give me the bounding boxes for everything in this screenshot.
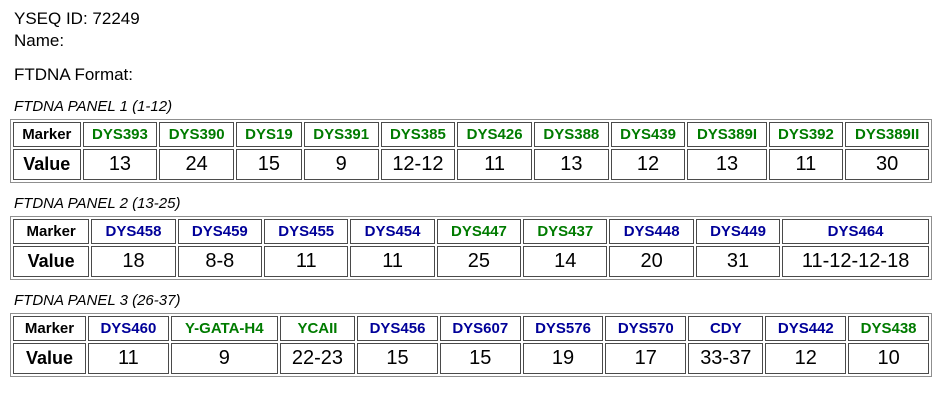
value-cell: 14 [523,246,608,277]
value-cell: 25 [436,246,522,277]
marker-header-cell: DYS607 [439,316,521,341]
value-cell: 24 [159,149,235,180]
value-cell: 15 [236,149,302,180]
ftdna-format-heading: FTDNA Format: [14,65,134,84]
value-row-label: Value [13,246,90,277]
marker-header-cell: DYS385 [380,122,456,147]
value-cell: 11-12-12-18 [782,246,929,277]
marker-header-cell: Y-GATA-H4 [170,316,278,341]
value-row: Value 13 24 15 9 12-12 11 13 12 13 11 30 [13,149,929,180]
panels-container: FTDNA PANEL 1 (1-12) Marker DYS393 DYS390 DY… [10,98,932,377]
marker-header-cell: DYS393 [82,122,158,147]
value-cell: 18 [91,246,176,277]
marker-header-cell: DYS442 [765,316,847,341]
marker-table: Marker DYS458 DYS459 DYS455 DYS454 DYS447 DYS4… [10,216,932,280]
value-cell: 11 [88,343,169,374]
ftdna-panel: FTDNA PANEL 1 (1-12) Marker DYS393 DYS390 DY… [10,98,932,183]
marker-row-label: Marker [13,122,81,147]
marker-row: Marker DYS393 DYS390 DYS19 DYS391 DYS385 DYS42… [13,122,929,147]
value-cell: 20 [609,246,694,277]
marker-header-cell: DYS449 [695,219,781,244]
name-line: Name: [14,31,65,50]
value-cell: 11 [457,149,532,180]
ftdna-panel: FTDNA PANEL 2 (13-25) Marker DYS458 DYS459 D… [10,195,932,280]
value-cell: 22-23 [279,343,356,374]
marker-row: Marker DYS460 Y-GATA-H4 YCAII DYS456 DYS607 DY… [13,316,929,341]
marker-header-cell: DYS464 [782,219,929,244]
value-cell: 10 [848,343,929,374]
yseq-id-line: YSEQ ID: 72249 [14,9,140,28]
panel-title: FTDNA PANEL 2 (13-25) [14,195,181,212]
marker-table: Marker DYS460 Y-GATA-H4 YCAII DYS456 DYS607 DY… [10,313,932,377]
marker-header-cell: DYS447 [436,219,522,244]
marker-header-cell: DYS391 [303,122,379,147]
value-cell: 9 [303,149,379,180]
marker-header-cell: DYS458 [91,219,176,244]
marker-header-cell: DYS456 [357,316,438,341]
value-cell: 9 [170,343,278,374]
value-row-label: Value [13,343,87,374]
marker-header-cell: DYS438 [848,316,929,341]
yseq-result-page: YSEQ ID: 72249 Name: FTDNA Format: FTDNA… [10,8,932,377]
marker-header-cell: DYS389I [687,122,767,147]
marker-header-cell: DYS459 [177,219,263,244]
value-cell: 11 [768,149,844,180]
marker-header-cell: DYS388 [533,122,609,147]
value-cell: 31 [695,246,781,277]
marker-header-cell: DYS576 [522,316,604,341]
value-cell: 15 [439,343,521,374]
value-cell: 17 [605,343,687,374]
id-block: YSEQ ID: 72249 Name: [14,8,932,52]
marker-header-cell: DYS460 [88,316,169,341]
value-cell: 15 [357,343,438,374]
marker-header-cell: DYS19 [236,122,302,147]
marker-header-cell: DYS454 [350,219,435,244]
marker-row: Marker DYS458 DYS459 DYS455 DYS454 DYS447 DYS4… [13,219,929,244]
marker-header-cell: DYS455 [264,219,349,244]
panel-title: FTDNA PANEL 1 (1-12) [14,98,173,115]
marker-header-cell: DYS392 [768,122,844,147]
marker-row-label: Marker [13,316,87,341]
marker-header-cell: CDY [688,316,764,341]
value-cell: 12-12 [380,149,456,180]
value-cell: 13 [687,149,767,180]
value-cell: 12 [610,149,686,180]
value-cell: 12 [765,343,847,374]
value-row-label: Value [13,149,81,180]
value-cell: 13 [533,149,609,180]
marker-header-cell: DYS570 [605,316,687,341]
value-row: Value 11 9 22-23 15 15 19 17 33-37 12 10 [13,343,929,374]
marker-header-cell: DYS390 [159,122,235,147]
value-cell: 19 [522,343,604,374]
marker-header-cell: DYS439 [610,122,686,147]
marker-header-cell: YCAII [279,316,356,341]
marker-header-cell: DYS448 [609,219,694,244]
marker-table: Marker DYS393 DYS390 DYS19 DYS391 DYS385 DYS42… [10,119,932,183]
ftdna-panel: FTDNA PANEL 3 (26-37) Marker DYS460 Y-GATA-… [10,292,932,377]
value-cell: 11 [350,246,435,277]
value-row: Value 18 8-8 11 11 25 14 20 31 11-12-12-18 [13,246,929,277]
value-cell: 30 [845,149,929,180]
value-cell: 11 [264,246,349,277]
marker-header-cell: DYS437 [523,219,608,244]
value-cell: 8-8 [177,246,263,277]
value-cell: 33-37 [688,343,764,374]
value-cell: 13 [82,149,158,180]
marker-header-cell: DYS389II [845,122,929,147]
marker-row-label: Marker [13,219,90,244]
marker-header-cell: DYS426 [457,122,532,147]
panel-title: FTDNA PANEL 3 (26-37) [14,292,181,309]
